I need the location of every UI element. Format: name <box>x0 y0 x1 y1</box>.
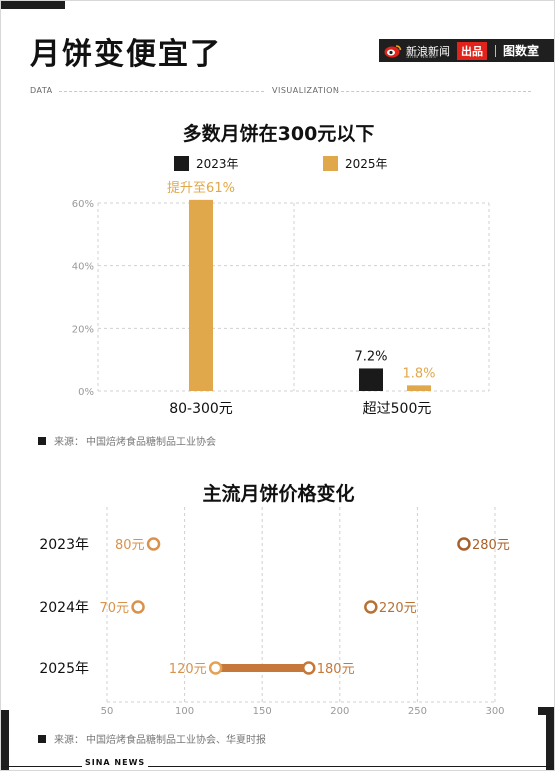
range-chart-source: 来源： 中国焙烤食品糖制品工业协会、华夏时报 <box>38 731 266 746</box>
header-dashed-line-right <box>336 91 531 92</box>
data-label: 1.8% <box>402 366 435 381</box>
legend-label-2025: 2025年 <box>345 157 388 171</box>
brand-separator <box>495 44 496 57</box>
range-max-point <box>457 537 471 551</box>
range-min-label: 80元 <box>115 538 145 553</box>
visualization-label: VISUALIZATION <box>272 86 340 95</box>
bar-2025年-0 <box>189 199 213 391</box>
source-label: 来源： <box>54 437 84 448</box>
source-square-icon <box>38 436 46 445</box>
bar-2025年-1 <box>407 385 431 391</box>
range-min-point <box>146 537 161 551</box>
data-label: 提升至61% <box>167 180 235 196</box>
row-label: 2024年 <box>39 600 89 616</box>
range-max-point <box>364 600 378 614</box>
range-min-label: 70元 <box>99 601 129 616</box>
x-tick-label: 300 <box>485 706 504 717</box>
range-max-label: 280元 <box>472 538 510 553</box>
bar-chart: 0% 20% 40% 60% 80-300元 超过500元 提升至61% 7.2% 1.8% <box>72 180 490 416</box>
legend-label-2023: 2023年 <box>196 157 239 171</box>
legend-item-2023: 2023年 <box>174 155 239 172</box>
bar-chart-title: 多数月饼在300元以下 <box>182 123 375 145</box>
header-dashed-line-left <box>59 91 264 92</box>
sina-eye-icon <box>384 44 402 57</box>
bar-chart-source: 来源： 中国焙烤食品糖制品工业协会 <box>38 433 216 448</box>
legend-swatch-2023 <box>174 156 189 171</box>
x-tick-label: 200 <box>330 706 349 717</box>
x-category-label: 超过500元 <box>363 401 432 416</box>
y-tick-label: 60% <box>72 199 94 210</box>
range-max-point <box>302 661 316 675</box>
corner-mark-bottom-right-tab <box>538 707 554 715</box>
source-text: 中国焙烤食品糖制品工业协会 <box>86 437 216 448</box>
row-label: 2025年 <box>39 661 89 677</box>
tushuo-logo-text: 图数室 <box>503 44 540 58</box>
x-tick-label: 150 <box>253 706 272 717</box>
range-max-label: 220元 <box>379 601 417 616</box>
row-label: 2023年 <box>39 537 89 553</box>
y-tick-label: 40% <box>72 262 94 273</box>
x-category-label: 80-300元 <box>169 401 233 416</box>
sina-news-subtitle: Sina News <box>406 54 437 60</box>
source-text: 中国焙烤食品糖制品工业协会、华夏时报 <box>86 735 266 746</box>
legend-item-2025: 2025年 <box>323 155 388 172</box>
range-chart-title: 主流月饼价格变化 <box>202 483 355 505</box>
corner-mark-bottom-right <box>546 710 554 770</box>
y-tick-label: 0% <box>78 387 94 398</box>
range-min-point <box>208 661 223 675</box>
range-min-point <box>131 600 145 614</box>
data-label: DATA <box>30 86 53 95</box>
x-tick-label: 100 <box>175 706 194 717</box>
page-title: 月饼变便宜了 <box>30 37 222 72</box>
range-max-label: 180元 <box>317 662 355 677</box>
brand-banner: 新浪新闻 出品 图数室 <box>379 39 554 62</box>
y-tick-label: 20% <box>72 324 94 335</box>
footer-brand: SINA NEWS <box>82 758 149 767</box>
sina-news-logo-text: 新浪新闻 <box>406 44 450 58</box>
data-label: 7.2% <box>354 349 387 364</box>
source-label: 来源： <box>54 735 84 746</box>
x-tick-label: 50 <box>101 706 114 717</box>
bar-2023年-1 <box>359 368 383 391</box>
corner-mark-top-left <box>1 1 65 9</box>
range-chart: 50 100 150 200 250 300 2023年 80元 280元 2024年 70元 220… <box>39 507 510 717</box>
corner-mark-bottom-left <box>1 710 9 770</box>
range-min-label: 120元 <box>169 662 207 677</box>
x-tick-label: 250 <box>408 706 427 717</box>
source-square-icon <box>38 734 46 743</box>
legend-swatch-2025 <box>323 156 338 171</box>
footer-rule <box>1 766 554 767</box>
produced-badge: 出品 <box>457 41 487 60</box>
